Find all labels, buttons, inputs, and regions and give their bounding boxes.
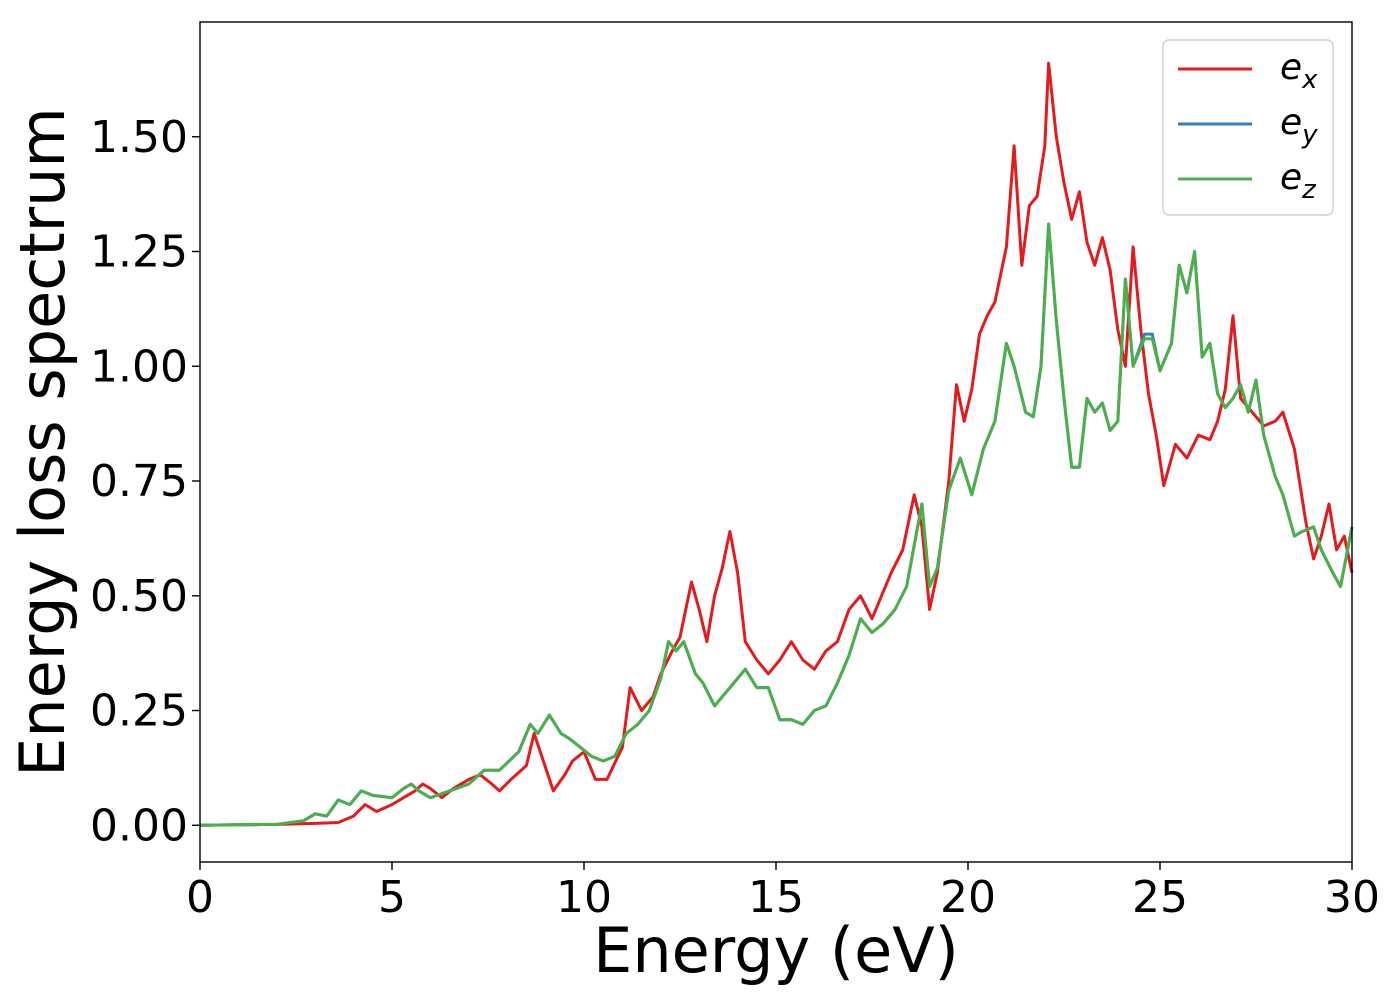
- legend-label-z: ez: [1280, 157, 1317, 205]
- x-tick-label: 20: [940, 872, 996, 923]
- y-tick-label: 0.25: [90, 686, 188, 737]
- y-tick-label: 0.00: [90, 800, 188, 851]
- x-tick-label: 15: [748, 872, 804, 923]
- x-axis-ticks: 0 5 10 15 20 25 30: [186, 862, 1380, 923]
- series-lines: [199, 61, 1354, 827]
- x-tick-label: 30: [1324, 872, 1380, 923]
- x-tick-label: 25: [1132, 872, 1188, 923]
- y-tick-label: 1.00: [90, 341, 188, 392]
- legend: ex ey ez: [1162, 39, 1334, 216]
- series-line-z: [199, 222, 1354, 827]
- y-tick-label: 1.50: [90, 112, 188, 163]
- y-tick-label: 1.25: [90, 227, 188, 278]
- x-axis-label: Energy (eV): [593, 914, 959, 987]
- x-tick-label: 5: [378, 872, 406, 923]
- legend-box: [1162, 39, 1334, 216]
- series-line-y: [199, 222, 1354, 827]
- x-tick-label: 0: [186, 872, 214, 923]
- legend-label-y: ey: [1280, 102, 1318, 150]
- y-tick-label: 0.75: [90, 456, 188, 507]
- legend-label-x: ex: [1280, 47, 1318, 95]
- x-tick-label: 10: [556, 872, 612, 923]
- series-line-x: [199, 61, 1354, 827]
- y-axis-ticks: 0.00 0.25 0.50 0.75 1.00 1.25 1.50: [90, 112, 200, 851]
- legend-entries: ex ey ez: [1178, 47, 1318, 205]
- y-axis-label: Energy loss spectrum: [6, 107, 79, 777]
- y-tick-label: 0.50: [90, 571, 188, 622]
